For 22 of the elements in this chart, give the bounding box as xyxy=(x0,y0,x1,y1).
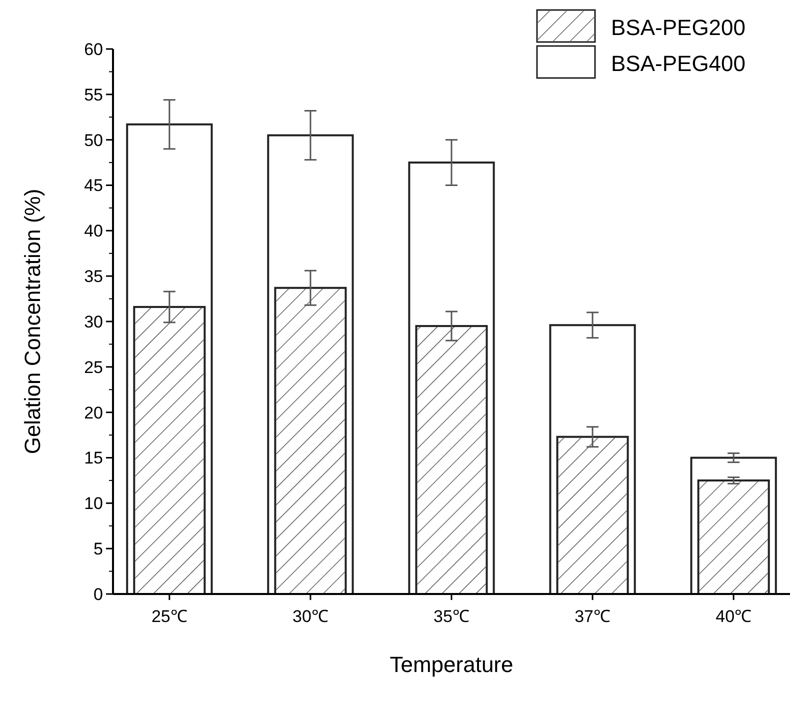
y-tick-label: 45 xyxy=(84,176,103,196)
x-axis-title: Temperature xyxy=(390,652,514,677)
y-tick-label: 60 xyxy=(84,40,103,59)
y-axis-title: Gelation Concentration (%) xyxy=(20,188,45,454)
y-tick-label: 20 xyxy=(84,403,103,422)
y-tick-label: 55 xyxy=(84,85,103,104)
y-tick-label: 50 xyxy=(84,130,103,150)
x-tick-label: 30℃ xyxy=(292,607,328,626)
y-tick-label: 25 xyxy=(84,358,103,377)
y-tick-label: 35 xyxy=(84,267,103,286)
y-tick-label: 10 xyxy=(84,494,103,514)
x-tick-label: 35℃ xyxy=(434,607,470,626)
y-tick-label: 40 xyxy=(84,222,103,241)
x-tick-label: 40℃ xyxy=(716,607,752,626)
y-tick-label: 5 xyxy=(94,540,103,559)
y-tick-label: 30 xyxy=(84,312,103,332)
legend-label: BSA-PEG400 xyxy=(611,51,746,76)
x-tick-label: 25℃ xyxy=(151,607,188,626)
y-tick-label: 15 xyxy=(84,448,103,468)
y-tick-label: 0 xyxy=(94,584,103,604)
x-tick-label: 37℃ xyxy=(574,607,611,626)
legend-label: BSA-PEG200 xyxy=(611,15,746,40)
